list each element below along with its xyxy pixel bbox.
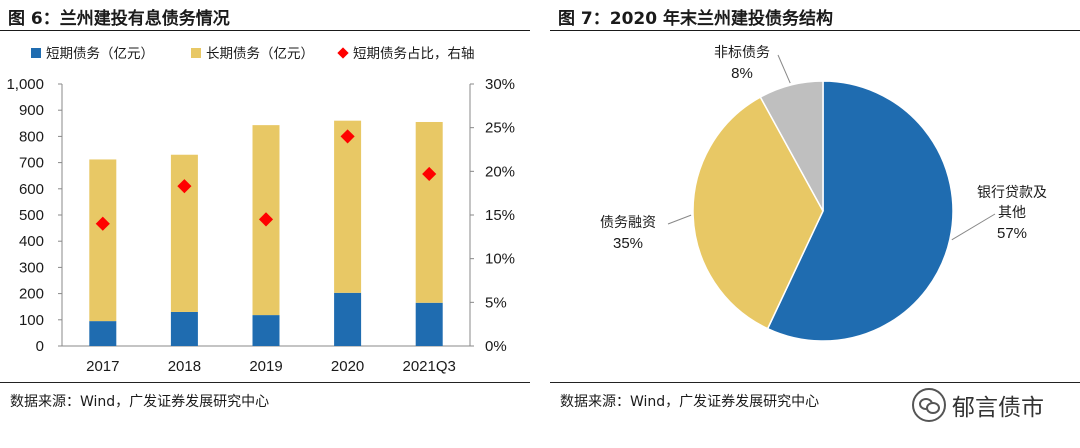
- legend-swatch-long: [191, 48, 201, 58]
- y-tick-label: 100: [19, 312, 44, 329]
- bar-chart-panel: 图 6：兰州建投有息债务情况 短期债务（亿元） 长期债务（亿元） 短期债务占比，右轴…: [0, 0, 530, 448]
- x-tick-label: 2021Q3: [403, 358, 456, 375]
- pie-slice-label: 银行贷款及: [977, 184, 1047, 200]
- y-tick-label: 300: [19, 259, 44, 276]
- source-rule: [550, 382, 1080, 383]
- bar-short-2018: [170, 311, 198, 346]
- y-tick-label: 600: [19, 181, 44, 198]
- pie-leader-line: [777, 54, 791, 84]
- y2-tick-label: 30%: [485, 76, 515, 93]
- bar-long-2018: [170, 154, 198, 312]
- bar-short-2019: [252, 315, 280, 346]
- y-tick-label: 200: [19, 286, 44, 303]
- y-tick-label: 400: [19, 233, 44, 250]
- legend: 短期债务（亿元） 长期债务（亿元） 短期债务占比，右轴: [31, 46, 475, 61]
- watermark: 郁言债市: [912, 388, 1044, 422]
- y-tick-label: 1,000: [6, 76, 44, 93]
- y2-tick-label: 15%: [485, 207, 515, 224]
- pie-slice-label: 非标债务: [714, 44, 770, 60]
- pie-slice-percent: 8%: [731, 65, 753, 82]
- y-tick-label: 800: [19, 128, 44, 145]
- legend-swatch-short: [31, 48, 41, 58]
- bar-long-2017: [89, 159, 117, 322]
- ratio-marker-2020: [340, 129, 355, 144]
- bar-short-2021Q3: [415, 302, 443, 346]
- x-tick-label: 2019: [249, 358, 282, 375]
- legend-marker-ratio: [337, 47, 349, 59]
- ratio-marker-2021Q3: [422, 166, 437, 182]
- pie-slice-2: [759, 80, 824, 212]
- pie-slice-percent: 57%: [997, 225, 1027, 242]
- pie-slice-0: [766, 80, 954, 342]
- title-rule: [0, 30, 530, 31]
- y2-tick-label: 25%: [485, 120, 515, 137]
- pie-chart-title: 图 7：2020 年末兰州建投债务结构: [558, 9, 833, 29]
- pie-chart-source: 数据来源：Wind，广发证券发展研究中心: [560, 394, 820, 410]
- y-tick-label: 900: [19, 102, 44, 119]
- bar-long-2020: [334, 120, 362, 293]
- pie-leader-line: [667, 214, 692, 225]
- bar-short-2017: [89, 321, 117, 346]
- wechat-icon: [912, 388, 946, 422]
- y2-tick-label: 10%: [485, 251, 515, 268]
- y-tick-label: 0: [36, 338, 44, 355]
- pie-chart-panel: 图 7：2020 年末兰州建投债务结构 银行贷款及其他 57% 债务融资 35% 非标债…: [550, 0, 1080, 448]
- x-tick-label: 2020: [331, 358, 364, 375]
- bar-chart-source: 数据来源：Wind，广发证券发展研究中心: [10, 394, 270, 410]
- y2-tick-label: 20%: [485, 163, 515, 180]
- x-tick-label: 2017: [86, 358, 119, 375]
- x-tick-label: 2018: [168, 358, 201, 375]
- pie-slice-percent: 35%: [613, 235, 643, 252]
- bar-chart: 短期债务（亿元） 长期债务（亿元） 短期债务占比，右轴 0 100 200 300 400 50…: [6, 46, 515, 375]
- pie-slice-label: 其他: [998, 204, 1026, 220]
- ratio-marker-2019: [258, 212, 274, 227]
- title-rule: [550, 30, 1080, 31]
- ratio-marker-2018: [177, 179, 192, 194]
- pie-slice-1: [692, 96, 824, 330]
- bar-chart-title: 图 6：兰州建投有息债务情况: [8, 9, 230, 29]
- y2-tick-label: 5%: [485, 294, 507, 311]
- pie-leader-line: [951, 213, 996, 241]
- y-tick-label: 500: [19, 207, 44, 224]
- bar-long-2021Q3: [415, 121, 443, 303]
- y-tick-label: 700: [19, 155, 44, 172]
- pie-slice-label: 债务融资: [600, 214, 656, 230]
- legend-label-short: 短期债务（亿元）: [46, 46, 154, 61]
- legend-label-long: 长期债务（亿元）: [206, 46, 314, 61]
- bar-short-2020: [334, 292, 362, 346]
- y2-tick-label: 0%: [485, 338, 507, 355]
- source-rule: [0, 382, 530, 383]
- legend-label-ratio: 短期债务占比，右轴: [353, 46, 475, 61]
- watermark-text: 郁言债市: [952, 395, 1044, 421]
